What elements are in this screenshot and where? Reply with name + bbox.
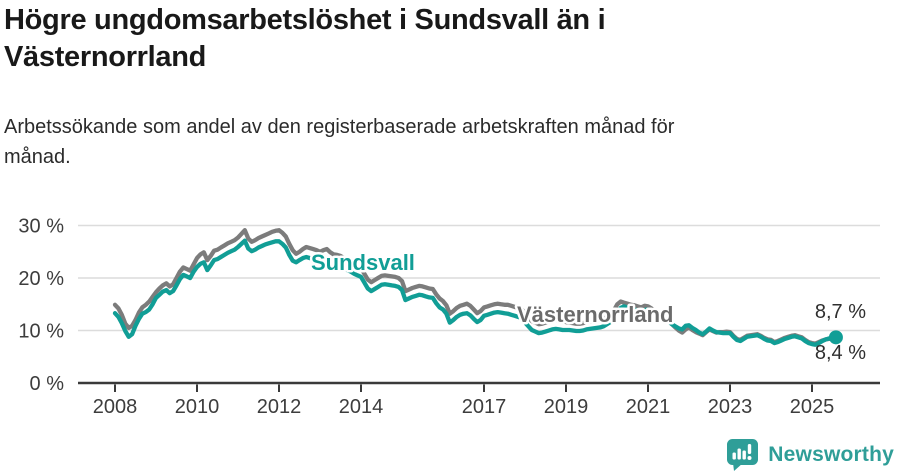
x-tick-label: 2021 (626, 396, 671, 418)
series-line-västernorrland (112, 228, 839, 346)
newsworthy-logo-icon (727, 439, 759, 471)
y-tick-label: 20 % (18, 268, 64, 290)
end-value-label-0: 8,7 % (815, 301, 866, 323)
y-tick-label: 30 % (18, 216, 64, 238)
x-tick-label: 2012 (257, 396, 302, 418)
y-tick-label: 10 % (18, 321, 64, 343)
series-line-sundsvall (112, 238, 839, 347)
x-tick-label: 2025 (790, 396, 835, 418)
chart-title: Högre ungdomsarbetslöshet i Sundsvall än… (4, 4, 606, 74)
brand-footer: Newsworthy (726, 439, 894, 471)
newsworthy-wordmark: Newsworthy (768, 443, 894, 466)
x-tick-label: 2008 (93, 396, 138, 418)
y-tick-label: 0 % (30, 373, 65, 395)
series-label-sundsvall: Sundsvall (311, 250, 415, 275)
chart-subtitle: Arbetssökande som andel av den registerb… (4, 116, 675, 168)
series-label-västernorrland: Västernorrland (517, 302, 674, 327)
x-tick-label: 2023 (708, 396, 753, 418)
x-tick-label: 2019 (544, 396, 589, 418)
end-dot-sundsvall (828, 330, 843, 345)
end-value-label-1: 8,4 % (815, 342, 866, 364)
x-tick-label: 2010 (175, 396, 220, 418)
x-tick-label: 2017 (462, 396, 507, 418)
x-tick-label: 2014 (339, 396, 384, 418)
